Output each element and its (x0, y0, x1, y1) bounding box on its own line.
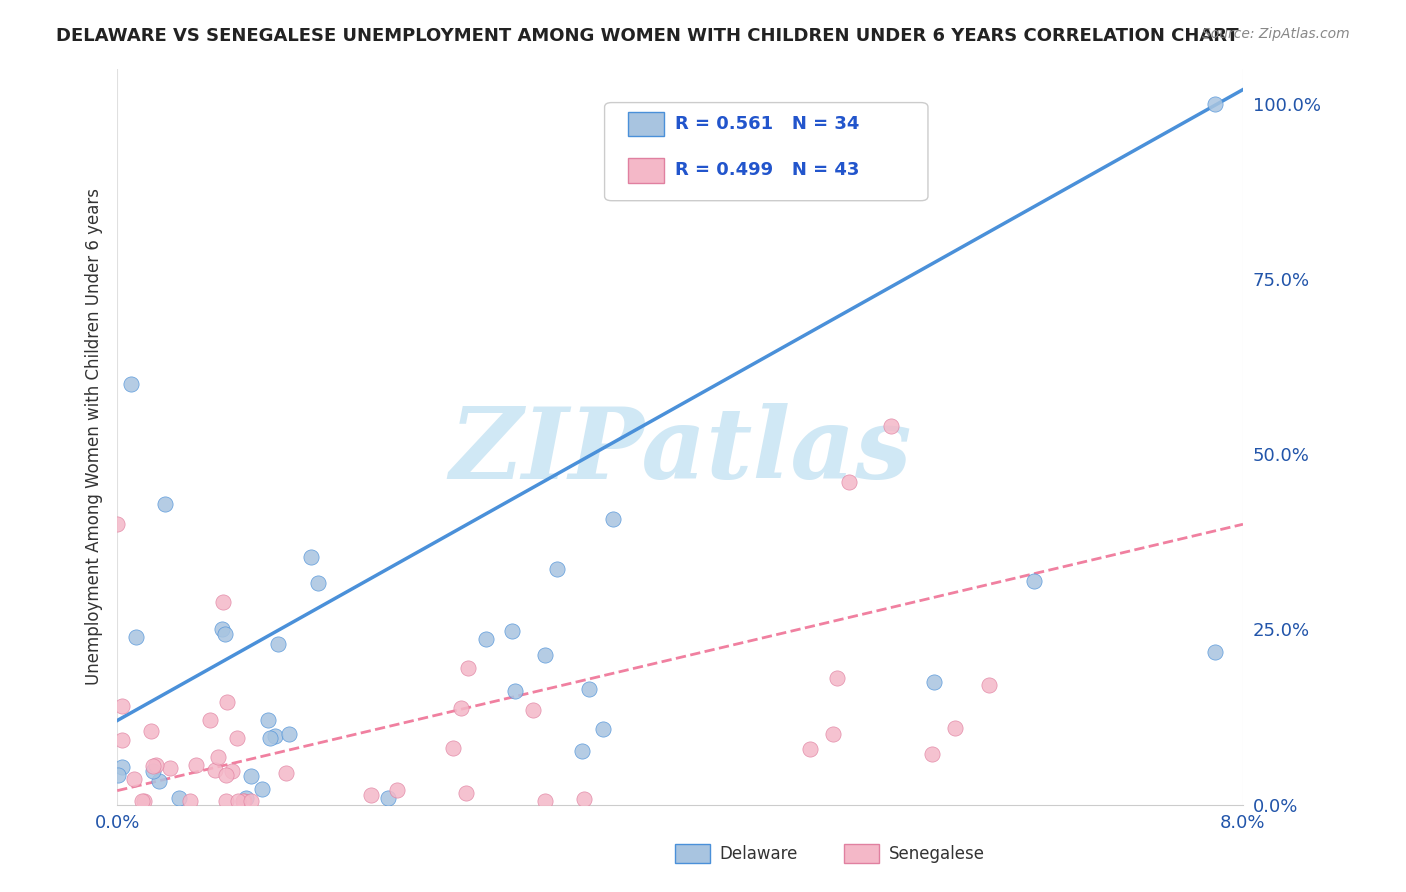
Point (235, 790, 257, 805)
Point (799, 741, 821, 756)
Point (179, 794, 201, 808)
Point (226, 794, 249, 808)
Point (120, 377, 142, 392)
Point (217, 695, 239, 709)
Point (259, 731, 281, 745)
Point (377, 790, 399, 805)
Point (148, 773, 170, 788)
Point (215, 794, 238, 808)
Point (239, 794, 262, 808)
Point (592, 723, 614, 737)
Point (277, 727, 299, 741)
Point (360, 788, 382, 802)
Point (276, 765, 298, 780)
Point (571, 744, 593, 758)
Point (257, 713, 280, 727)
Point (825, 671, 848, 685)
Y-axis label: Unemployment Among Women with Children Under 6 years: Unemployment Among Women with Children U… (86, 188, 103, 685)
Point (1204, 645, 1226, 659)
Point (475, 632, 498, 646)
Text: R = 0.561   N = 34: R = 0.561 N = 34 (675, 115, 859, 133)
Point (922, 675, 945, 690)
Point (105, 517, 128, 532)
Point (225, 731, 247, 745)
Point (522, 703, 544, 717)
Text: DELAWARE VS SENEGALESE UNEMPLOYMENT AMONG WOMEN WITH CHILDREN UNDER 6 YEARS CORR: DELAWARE VS SENEGALESE UNEMPLOYMENT AMON… (56, 27, 1239, 45)
Point (142, 764, 165, 779)
Point (110, 759, 132, 773)
Point (221, 764, 243, 779)
Text: R = 0.499   N = 43: R = 0.499 N = 43 (675, 161, 859, 179)
Point (880, 419, 903, 434)
Point (145, 758, 167, 772)
Point (385, 783, 408, 797)
Text: Senegalese: Senegalese (889, 845, 984, 863)
Point (167, 790, 190, 805)
Point (232, 794, 254, 808)
Point (214, 768, 236, 782)
Point (821, 726, 844, 740)
Point (264, 729, 287, 743)
Point (943, 721, 966, 735)
Point (107, 768, 129, 782)
Point (534, 648, 557, 663)
Point (503, 684, 526, 698)
Point (122, 772, 145, 786)
Point (186, 758, 208, 772)
Point (139, 723, 162, 738)
Point (1204, 96, 1226, 111)
Point (198, 713, 221, 727)
Point (450, 701, 472, 715)
Point (111, 732, 134, 747)
Point (207, 749, 229, 764)
Point (572, 792, 595, 806)
Point (111, 698, 134, 713)
Point (131, 794, 153, 808)
Point (546, 562, 568, 576)
Point (214, 627, 236, 641)
Point (533, 794, 555, 808)
Text: ZIPatlas: ZIPatlas (449, 403, 911, 500)
Point (457, 661, 479, 675)
Point (501, 624, 523, 638)
Point (1022, 574, 1045, 589)
Point (142, 759, 165, 773)
Point (307, 575, 329, 590)
Point (977, 678, 1000, 692)
Point (250, 781, 273, 796)
Point (211, 622, 233, 636)
Point (838, 475, 860, 490)
Point (921, 747, 943, 761)
Point (299, 549, 322, 564)
Text: Delaware: Delaware (720, 845, 799, 863)
Point (125, 630, 148, 644)
Point (239, 769, 262, 783)
Text: Source: ZipAtlas.com: Source: ZipAtlas.com (1202, 27, 1350, 41)
Point (212, 595, 235, 609)
Point (441, 741, 464, 756)
Point (232, 794, 254, 808)
Point (267, 637, 290, 651)
Point (134, 794, 156, 808)
Point (159, 761, 181, 775)
Point (153, 497, 176, 511)
Point (578, 682, 600, 697)
Point (602, 512, 624, 526)
Point (454, 786, 477, 800)
Point (204, 763, 226, 777)
